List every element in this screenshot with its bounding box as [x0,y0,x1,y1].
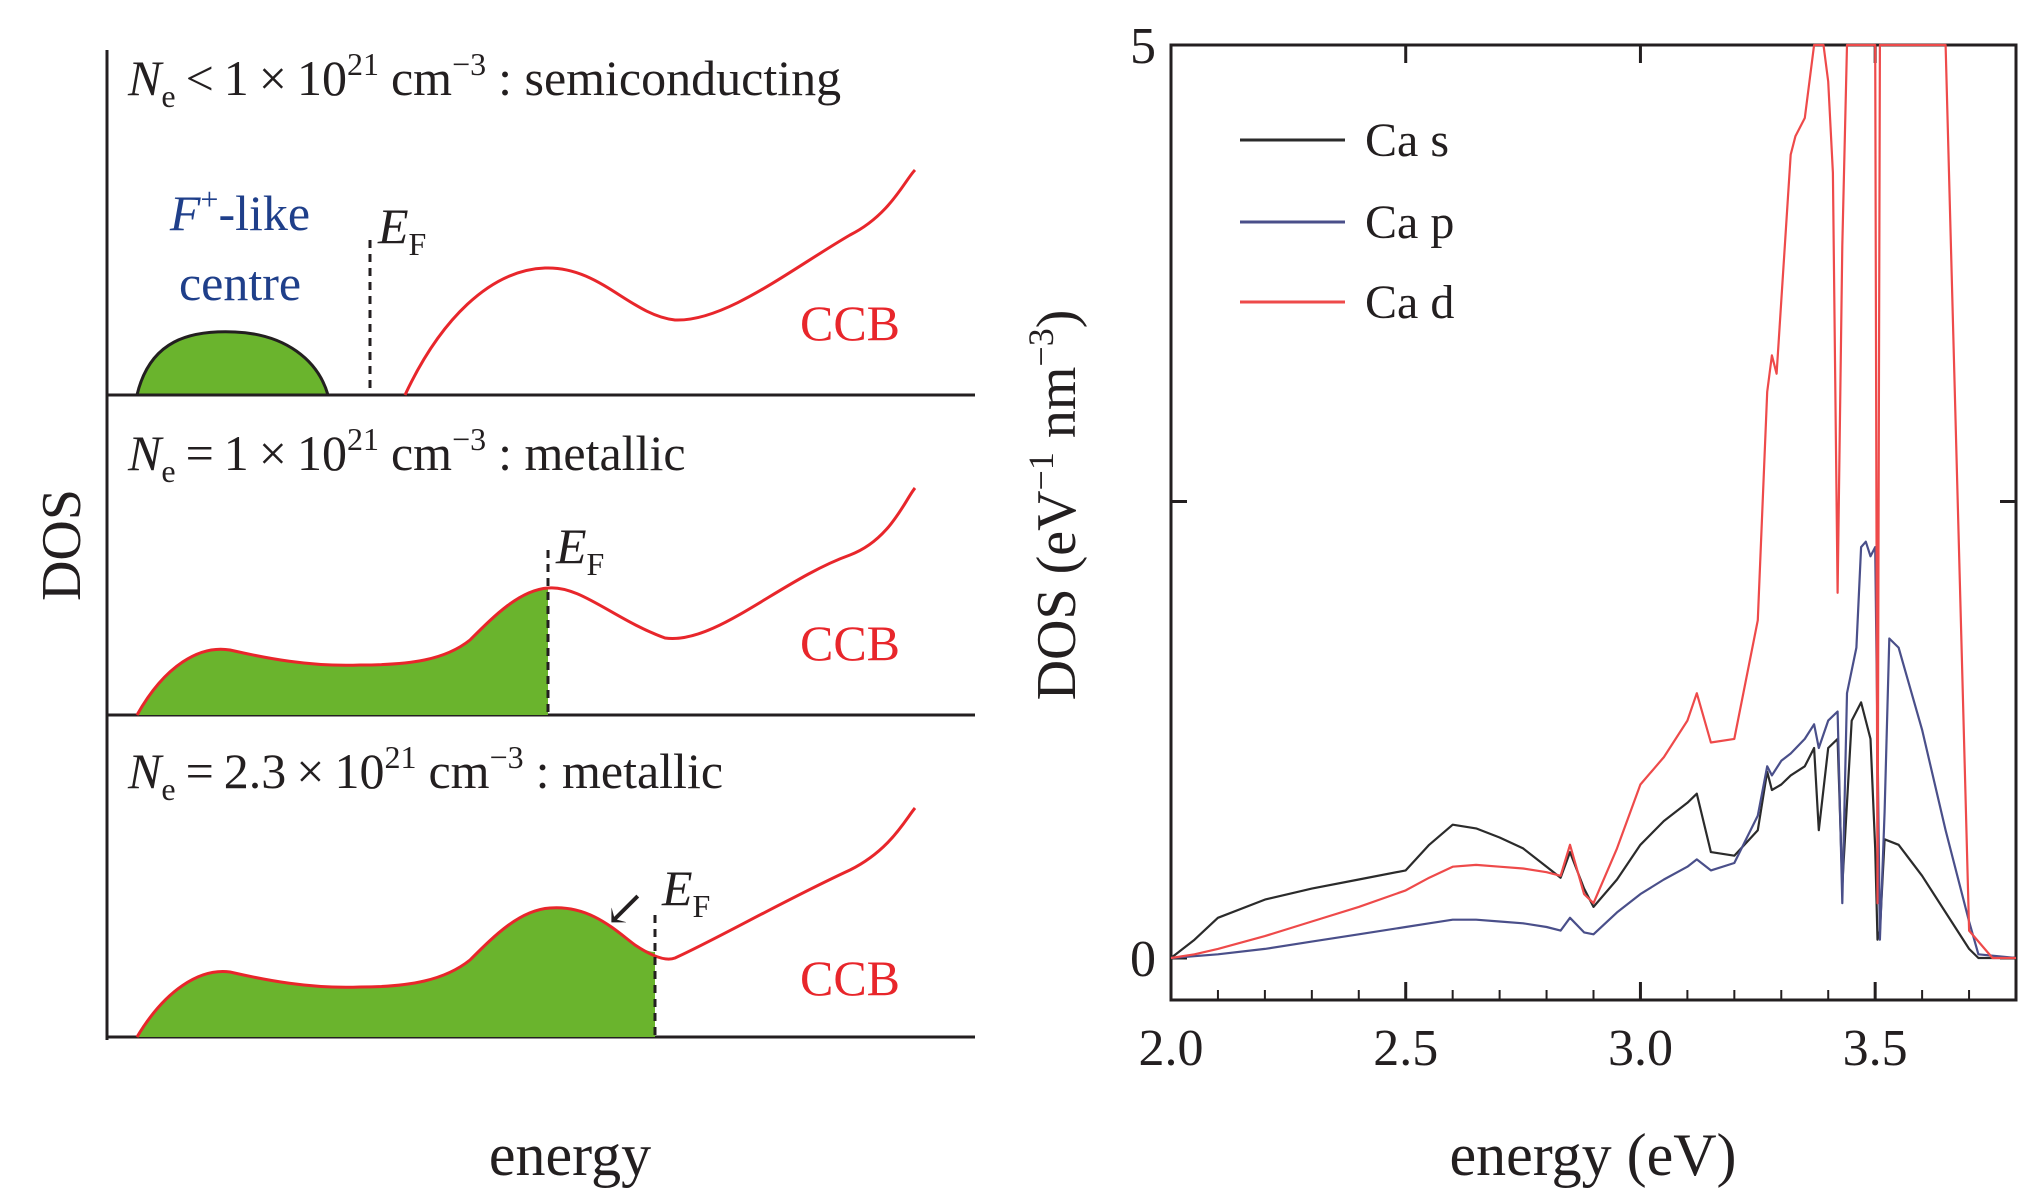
centre-label-line2: centre [179,255,301,311]
row2-band-curve [135,487,917,716]
row1-unit-exp: −3 [452,46,486,82]
legend: Ca s Ca p Ca d [1240,114,1454,329]
plot-frame [1169,43,2018,1002]
impurity-band-area [135,330,330,397]
x-tick-label-1: 2.5 [1373,1020,1438,1077]
row2-mantissa: 1 [224,425,249,481]
row1-ne-sub: e [161,78,175,114]
row3-unit: cm [428,743,489,799]
schematic-panel: DOS energy Ne <1 × 1021 cm−3: semiconducting… [31,46,975,1188]
y-label-exp1: −1 [1021,452,1061,490]
row3-mantissa: 2.3 [224,743,287,799]
row2-ne-symbol: N [127,425,164,481]
row3-base: 10 [334,743,384,799]
row1-base: 10 [297,50,347,106]
row2-base: 10 [297,425,347,481]
row1-unit: cm [391,50,452,106]
row3-ccb-label: CCB [800,950,900,1006]
row1-mantissa: 1 [224,50,249,106]
row3-exp: 21 [384,739,416,775]
x-tick-label-3: 3.5 [1843,1020,1908,1077]
row3-ne-symbol: N [127,743,164,799]
y-tick-label-1: 5 [1130,18,1156,75]
row2-phase: : metallic [498,425,685,481]
row2-fermi-sub: F [587,546,605,582]
row1-fermi-e: E [377,198,409,254]
row3-fermi-label: EF [661,860,710,924]
y-label-mid: nm [1026,367,1088,453]
row1-times: × [259,50,287,106]
centre-label-line1: F+-like [169,181,310,241]
x-tick-label-2: 3.0 [1608,1020,1673,1077]
row2-times: × [259,425,287,481]
row2-ne-sub: e [161,453,175,489]
row1-ne-symbol: N [127,50,164,106]
arrow-icon: ↙ [604,880,646,936]
row2-unit-exp: −3 [452,421,486,457]
x-tick-label-0: 2.0 [1139,1020,1204,1077]
schematic-y-label: DOS [31,489,93,601]
row1-fermi-label: EF [377,198,426,262]
y-label-exp2: −3 [1021,328,1061,366]
row3-times: × [296,743,324,799]
row2-label: Ne = 1 × 1021 cm−3 : metallic [127,421,686,489]
row3-fermi-e: E [661,860,693,916]
row3-label: Ne = 2.3 × 1021 cm−3 : metallic [127,739,723,807]
row2-unit: cm [391,425,452,481]
row3-band-curve [135,807,917,1038]
legend-label-ca-s: Ca s [1365,114,1449,167]
y-label-main: DOS (eV [1026,490,1088,700]
row2-fermi-e: E [555,518,587,574]
centre-label-f: F [169,185,201,241]
y-tick-label-0: 0 [1130,931,1156,988]
ticks-layer: 2.0 2.5 3.0 3.5 0 5 [1130,18,2016,1077]
row2-relation: = [186,425,214,481]
row3-filled-area [137,907,655,1037]
series-layer [1170,43,2017,960]
row1-relation: < [186,50,214,106]
row1-fermi-sub: F [409,226,427,262]
y-axis-label: DOS (eV−1 nm−3) [1021,310,1088,701]
row1-exp: 21 [347,46,379,82]
series-line-ca-p [1170,540,2017,960]
centre-label-like: -like [218,185,310,241]
row3-unit-exp: −3 [490,739,524,775]
row3-ne-sub: e [161,771,175,807]
row3-fermi-sub: F [693,888,711,924]
schematic-x-label: energy [489,1122,651,1188]
row3-relation: = [186,743,214,799]
dos-plot-panel: 2.0 2.5 3.0 3.5 0 5 DOS (eV−1 nm−3) energy (e… [1021,18,2018,1188]
x-axis-label: energy (eV) [1449,1122,1736,1188]
legend-label-ca-d: Ca d [1365,276,1454,329]
row3-phase: : metallic [536,743,723,799]
row1-label: Ne <1 × 1021 cm−3 : semiconducting [127,46,841,114]
row2-filled-area [137,588,548,715]
centre-label-plus: + [200,181,218,217]
row1-ccb-curve [403,168,917,396]
row2-exp: 21 [347,421,379,457]
y-label-end: ) [1026,310,1088,329]
row1-phase: : semiconducting [498,50,841,106]
series-line-ca-s [1170,701,2016,960]
row1-ccb-label: CCB [800,295,900,351]
legend-label-ca-p: Ca p [1365,196,1454,249]
series-line-ca-d [1170,43,2016,960]
row2-fermi-label: EF [555,518,604,582]
row2-ccb-label: CCB [800,615,900,671]
